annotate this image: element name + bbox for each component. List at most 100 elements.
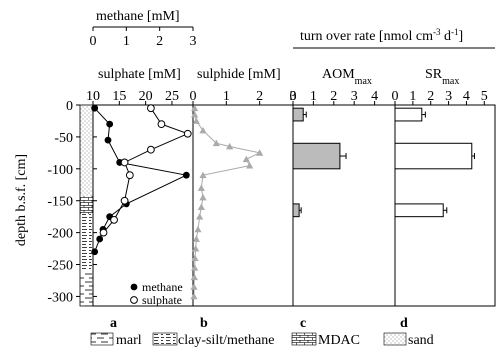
depth-axis-label: depth b.s.f. [cm] — [14, 154, 29, 246]
sulphate-tick-label: 15 — [112, 89, 126, 104]
methane-point — [96, 235, 104, 243]
methane-point — [106, 120, 114, 128]
sulphide-point — [190, 283, 198, 290]
panel-label-d: d — [400, 316, 408, 331]
sr-bar — [394, 142, 473, 170]
plot-frame — [92, 104, 496, 307]
legend-a: methane sulphate — [130, 280, 183, 307]
legend-sand-swatch — [383, 332, 407, 346]
legend-mdac-swatch — [291, 332, 317, 346]
methane-tick-label: 0 — [90, 34, 97, 49]
aom-tick-label: 2 — [330, 89, 337, 104]
methane-point — [91, 248, 99, 256]
aom-tick-label: 4 — [371, 89, 378, 104]
aom-bar — [292, 203, 300, 218]
aom-bar — [292, 142, 341, 170]
sulphide-point — [246, 162, 254, 169]
sulphate-line — [103, 107, 190, 233]
sulphide-point — [199, 126, 207, 134]
lithology-column — [79, 104, 94, 307]
sr-tick-label: 3 — [445, 89, 452, 104]
sr-tick-label: 2 — [427, 89, 434, 104]
methane-point — [182, 171, 190, 179]
panel-label-c: c — [300, 316, 306, 331]
sulphide-point — [192, 235, 200, 242]
sulphide-point — [256, 149, 264, 156]
methane-tick-label: 1 — [123, 34, 130, 49]
methane-tick-label: 2 — [156, 34, 163, 49]
sulphide-point — [197, 184, 205, 191]
sulphide-point — [190, 292, 198, 300]
methane-tick-label: 3 — [190, 34, 197, 49]
sulphide-tick-label: 3 — [290, 89, 297, 104]
y-tick-label: -250 — [47, 259, 73, 274]
sulphate-tick-label: 25 — [165, 89, 179, 104]
sulphate-point — [183, 129, 192, 138]
sulphate-tick-label: 20 — [139, 89, 153, 104]
y-tick-label: -100 — [47, 163, 73, 178]
aom-tick-label: 1 — [310, 89, 317, 104]
sr-bar — [394, 107, 423, 122]
sulphide-point — [192, 244, 200, 252]
turnover-header: turn over rate [nmol cm-3 d-1] — [300, 27, 463, 44]
aom-tick-label: 3 — [351, 89, 358, 104]
sulphate-point — [146, 104, 155, 113]
sulphide-point — [242, 155, 250, 163]
legend-methane-label: methane — [142, 280, 183, 294]
legend-marl-label: marl — [116, 333, 142, 348]
legend-clay-swatch — [152, 332, 178, 346]
sulphate-point — [146, 145, 155, 154]
legend-marl-swatch — [90, 332, 114, 346]
sr-tick-label: 1 — [409, 89, 416, 104]
sulphide-axis-label: sulphide [mM] — [197, 67, 281, 82]
sulphide-tick-label: 0 — [190, 89, 197, 104]
sr-tick-label: 4 — [463, 89, 470, 104]
sulphide-point — [212, 139, 220, 147]
legend-mdac-label: MDAC — [318, 333, 360, 348]
sulphide-point — [191, 104, 199, 112]
legend-sulphate-label: sulphate — [142, 293, 182, 307]
y-tick-label: -150 — [47, 195, 73, 210]
sulphide-tick-label: 1 — [223, 89, 230, 104]
sr-tick-label: 5 — [481, 89, 488, 104]
sulphate-axis-label: sulphate [mM] — [98, 67, 181, 82]
y-tick-label: -200 — [47, 227, 73, 242]
sulphide-line — [193, 108, 262, 297]
panel-label-b: b — [200, 316, 208, 331]
lithology-legend: marl clay-silt/methane MDAC sand — [90, 332, 434, 348]
y-tick-label: -300 — [47, 290, 73, 305]
sulphide-tick-label: 2 — [256, 89, 263, 104]
sulphate-tick-label: 10 — [86, 89, 100, 104]
aom-tick-label: 0 — [290, 89, 297, 104]
sulphide-point — [226, 142, 234, 150]
sr-axis-label: SRmax — [425, 67, 459, 87]
legend-sand-label: sand — [408, 333, 434, 348]
aom-axis-label: AOMmax — [322, 67, 372, 87]
panel-label-a: a — [110, 316, 117, 331]
legend-methane-marker — [130, 283, 138, 291]
sulphide-point — [199, 193, 207, 201]
sulphide-point — [191, 110, 199, 118]
methane-point — [104, 136, 112, 144]
sulphate-point — [99, 228, 108, 237]
methane-axis-label: methane [mM] — [96, 9, 180, 24]
sulphide-point — [196, 213, 204, 220]
y-tick-label: -50 — [54, 131, 73, 146]
aom-bar — [292, 107, 304, 122]
sulphate-point — [157, 120, 166, 129]
sulphide-point — [194, 225, 202, 233]
sulphate-point — [120, 196, 129, 205]
sulphate-point — [125, 171, 134, 180]
y-tick-label: 0 — [66, 99, 73, 114]
sr-tick-label: 0 — [392, 89, 399, 104]
methane-line — [94, 107, 188, 252]
sulphide-point — [199, 171, 207, 179]
legend-sulphate-marker — [130, 296, 138, 304]
sulphate-point — [110, 215, 118, 224]
legend-clay-label: clay-silt/methane — [178, 333, 274, 348]
sulphide-point — [192, 117, 200, 124]
methane-point — [91, 104, 99, 112]
sr-bar — [394, 203, 444, 218]
sulphate-point — [120, 158, 129, 167]
